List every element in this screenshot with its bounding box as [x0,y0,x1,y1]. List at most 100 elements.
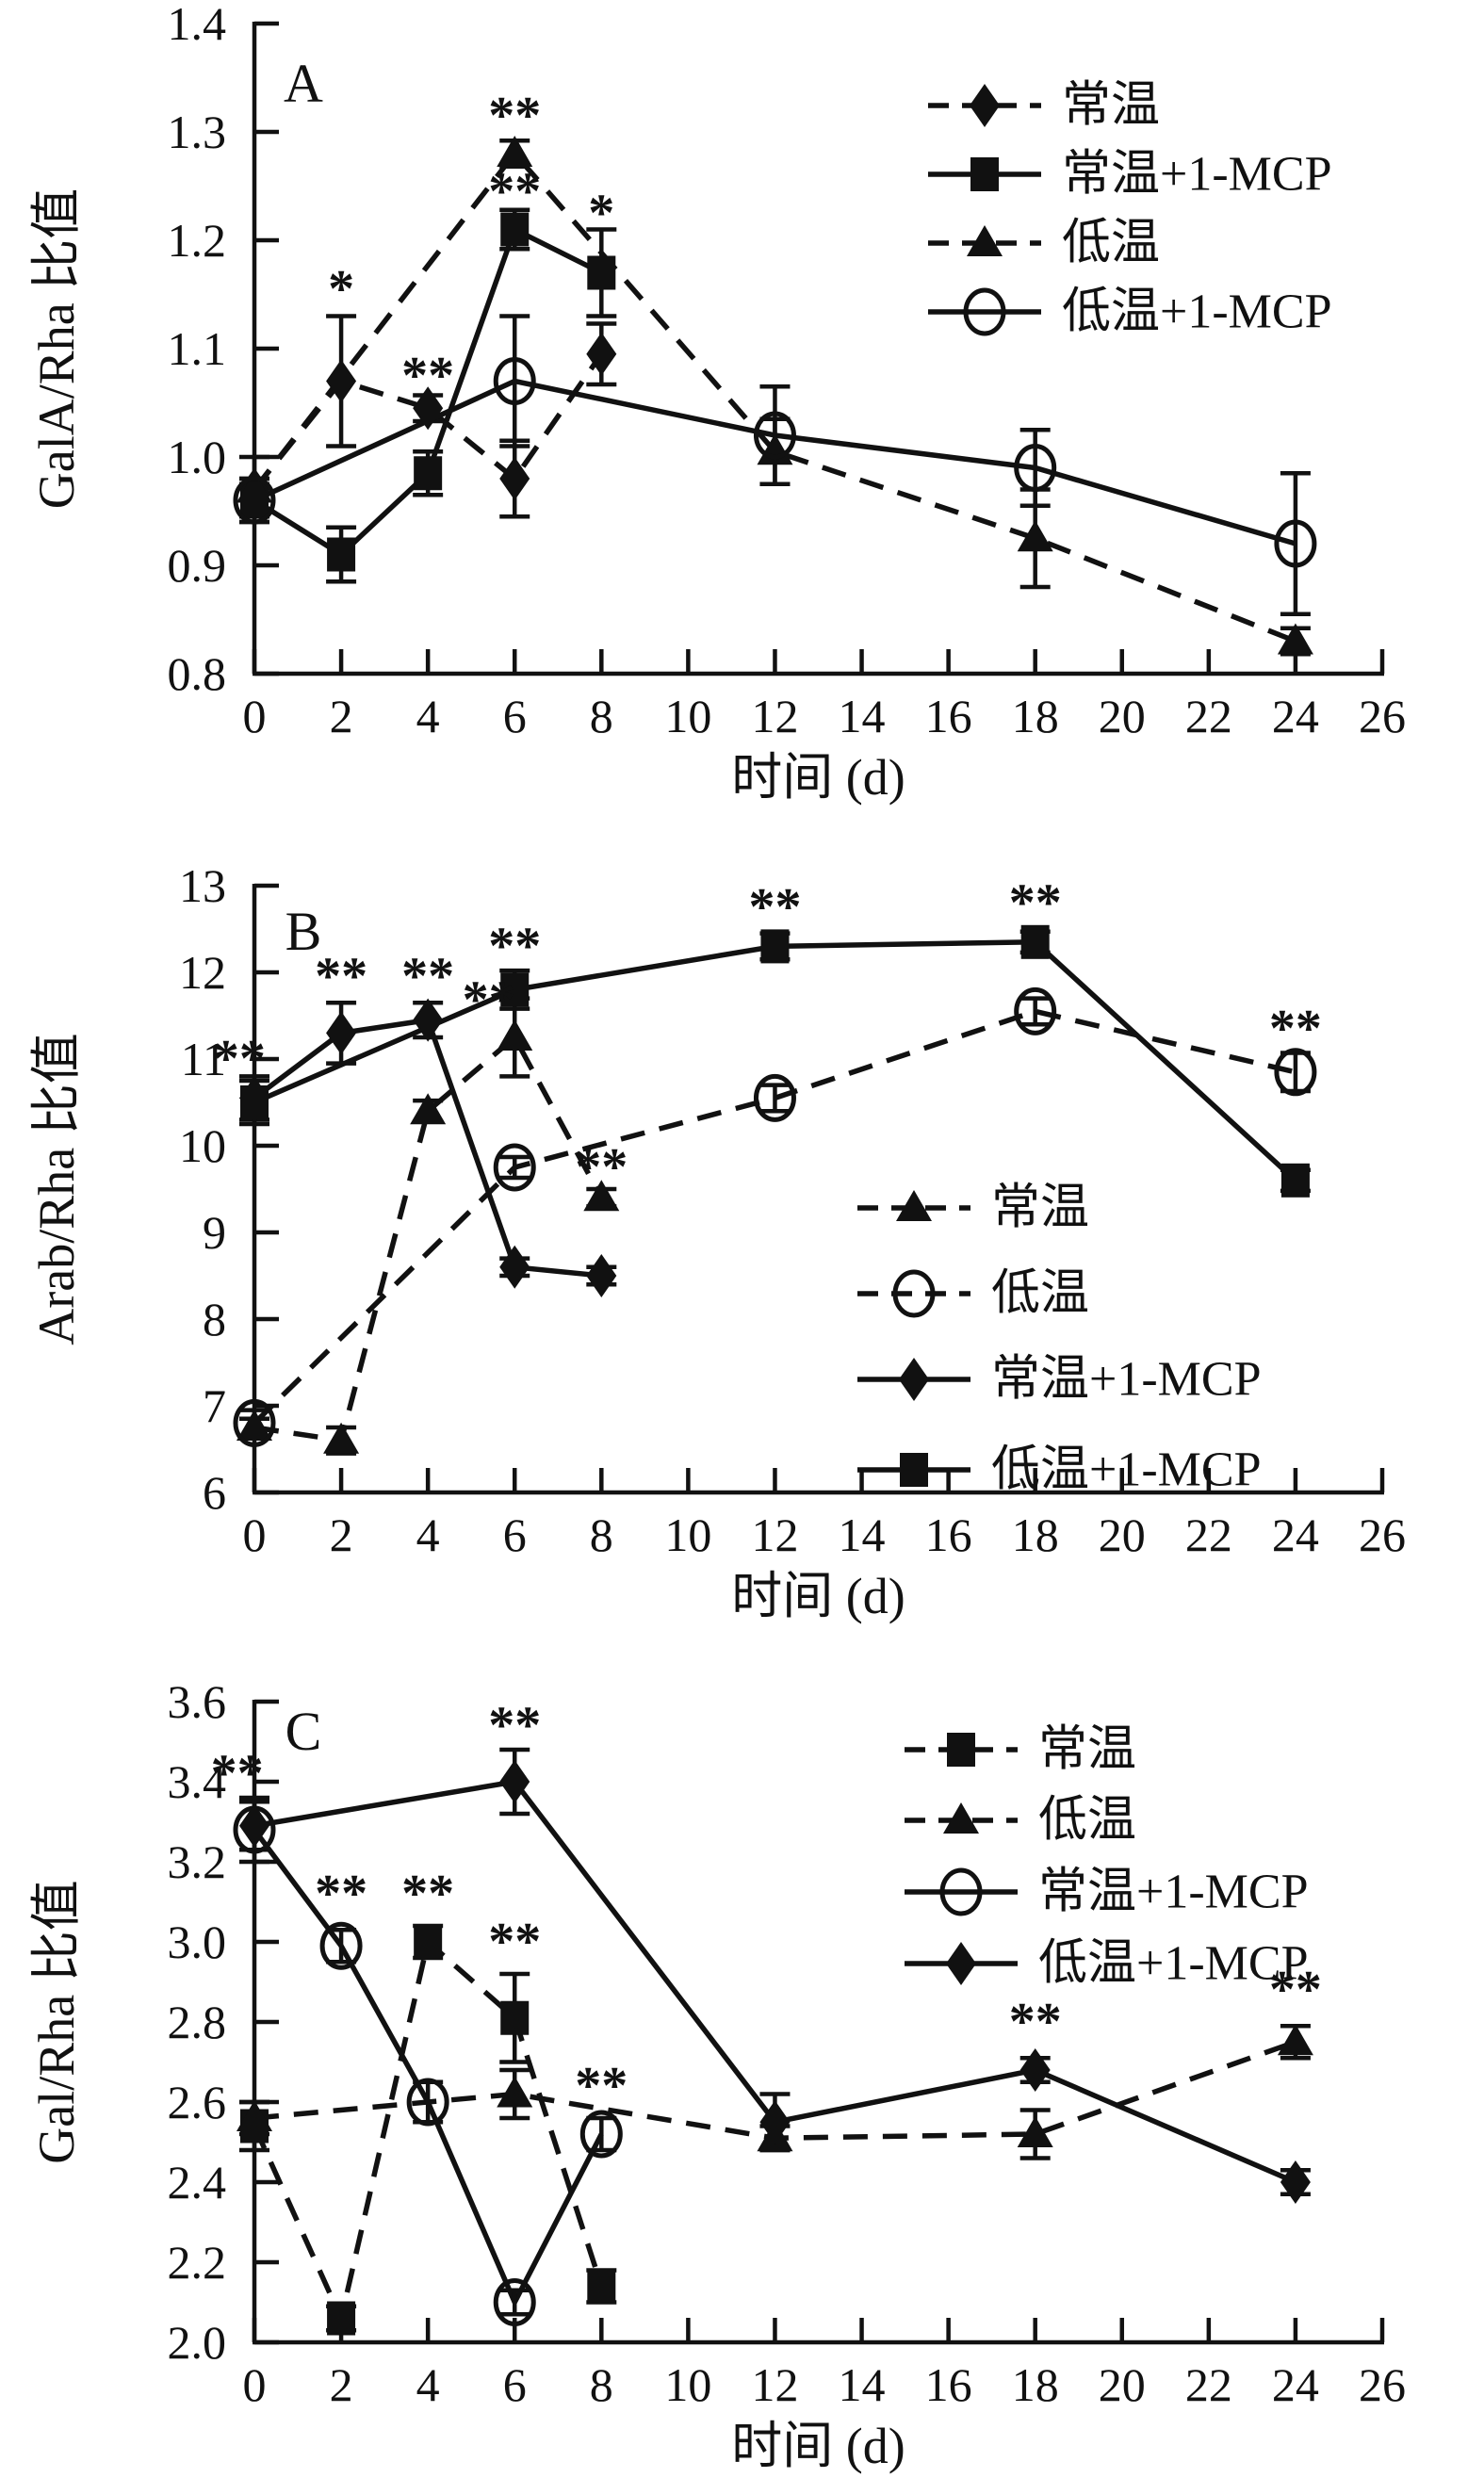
x-tick-label: 22 [1185,2358,1232,2411]
x-tick-label: 4 [416,690,440,742]
diamond-marker-低温+1-MCP [1019,2048,1051,2092]
significance-double-asterisk: ** [488,87,541,145]
y-tick-label: 7 [203,1379,226,1432]
triangle-marker-常温 [323,1422,360,1454]
y-tick-label: 13 [179,859,226,912]
legend-label-低温: 低温 [1062,217,1160,270]
triangle-marker-低温 [1277,2024,1313,2056]
x-tick-label: 10 [664,1508,711,1561]
x-tick-label: 0 [243,1508,267,1561]
legend-diamond-icon [970,84,1000,127]
series-line-常温 [252,1936,604,2327]
y-tick-label: 3.4 [168,1755,227,1808]
y-tick-label: 0.9 [168,539,227,592]
x-tick-label: 8 [590,2358,613,2411]
legend-label-低温+1-MCP: 低温+1-MCP [991,1443,1261,1497]
x-tick-label: 14 [839,2358,886,2411]
x-tick-label: 22 [1185,690,1232,742]
legend-label-常温+1-MCP: 常温+1-MCP [991,1353,1261,1407]
y-tick-label: 11 [181,1033,226,1085]
significance-double-asterisk: ** [211,1745,264,1803]
legend-diamond-icon [899,1358,929,1401]
x-axis-title: 时间 (d) [731,749,905,806]
circle-marker-常温+1-MCP [493,2278,536,2326]
triangle-marker-常温 [410,1093,447,1125]
significance-double-asterisk: ** [575,1138,628,1197]
square-marker-常温+1-MCP [587,255,616,290]
y-tick-label: 2.4 [168,2156,227,2209]
significance-double-asterisk: ** [315,1865,367,1923]
y-tick-label: 2.2 [168,2236,227,2289]
legend-label-常温: 常温 [1062,79,1160,133]
x-tick-label: 26 [1359,1508,1406,1561]
diamond-marker-常温+1-MCP [326,1011,357,1055]
circle-marker-常温+1-MCP [579,2110,623,2159]
x-tick-label: 16 [925,690,972,742]
significance-double-asterisk: ** [1269,1961,1322,2019]
significance-double-asterisk: ** [401,1865,454,1923]
series-line-低温 [252,149,1296,644]
square-marker-常温+1-MCP [414,456,443,491]
x-tick-label: 18 [1012,690,1059,742]
circle-marker-低温 [753,1073,796,1122]
series-line-常温+1-MCP [253,1017,602,1279]
significance-double-asterisk: ** [488,917,541,975]
legend-circle-icon [963,287,1006,336]
y-tick-label: 2.8 [168,1996,227,2048]
x-tick-label: 10 [664,2358,711,2411]
x-tick-label: 6 [503,1508,527,1561]
x-tick-label: 6 [503,690,527,742]
significance-double-asterisk: ** [748,878,801,937]
panel-letter: B [285,901,322,962]
x-tick-label: 26 [1359,690,1406,742]
panel-letter: A [284,53,323,114]
triangle-marker-常温 [497,1019,533,1051]
circle-marker-低温 [493,1143,536,1192]
diamond-marker-低温+1-MCP [239,1803,269,1848]
diamond-marker-常温 [413,386,444,431]
panel-a-chart: 0.80.91.01.11.21.31.40 2 4 6 8 10 12 14 16 18 20 22… [28,0,1406,806]
x-tick-label: 2 [330,690,353,742]
significance-double-asterisk: ** [488,1913,541,1971]
y-tick-label: 8 [203,1293,226,1345]
x-tick-label: 20 [1099,2358,1146,2411]
x-tick-label: 24 [1272,690,1319,742]
legend-label-低温: 低温 [1038,1794,1136,1848]
x-tick-label: 14 [839,690,886,742]
triangle-marker-低温 [236,471,272,503]
y-tick-label: 3.0 [168,1916,227,1968]
diamond-marker-常温+1-MCP [499,1245,530,1289]
diamond-marker-常温 [586,332,617,376]
legend-label-常温+1-MCP: 常温+1-MCP [1062,148,1331,202]
circle-marker-低温+1-MCP [753,411,796,460]
x-tick-label: 18 [1012,2358,1059,2411]
significance-double-asterisk: ** [1269,1000,1322,1058]
y-tick-label: 1.4 [168,0,227,50]
legend-label-低温+1-MCP: 低温+1-MCP [1038,1937,1308,1991]
y-tick-label: 1.1 [168,322,227,375]
y-tick-label: 1.3 [168,106,227,158]
y-tick-label: 9 [203,1206,226,1259]
significance-double-asterisk: ** [213,1030,266,1088]
y-axis-title: GalA/Rha 比值 [28,188,85,509]
circle-marker-低温+1-MCP [1274,519,1317,568]
legend-label-常温: 常温 [1038,1723,1136,1777]
y-tick-label: 10 [179,1119,226,1172]
y-tick-label: 1.0 [168,431,227,483]
x-tick-label: 12 [751,1508,798,1561]
legend-square-icon [900,1453,928,1487]
legend-circle-icon [892,1269,936,1318]
diamond-marker-常温 [499,457,530,500]
diamond-marker-常温+1-MCP [586,1254,617,1297]
significance-double-asterisk: ** [1009,873,1062,932]
significance-double-asterisk: ** [315,948,367,1006]
legend-label-低温+1-MCP: 低温+1-MCP [1062,285,1331,339]
diamond-marker-常温+1-MCP [413,998,444,1042]
diamond-marker-低温+1-MCP [759,2100,791,2144]
triangle-marker-低温 [236,2100,272,2131]
x-tick-label: 16 [925,1508,972,1561]
legend-square-icon [970,157,999,191]
x-tick-label: 8 [590,1508,613,1561]
